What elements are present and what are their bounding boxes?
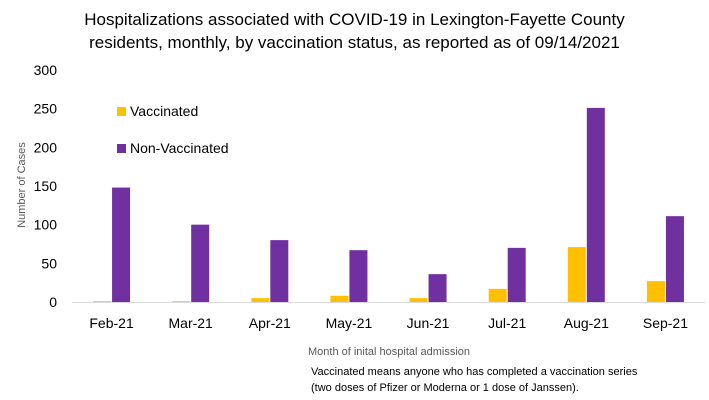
x-tick-label: Mar-21 <box>169 315 214 331</box>
legend-label: Vaccinated <box>130 103 198 119</box>
chart-title: Hospitalizations associated with COVID-1… <box>0 8 709 54</box>
footnote-line-2: (two doses of Pfizer or Moderna or 1 dos… <box>311 382 579 394</box>
chart-title-line-1: Hospitalizations associated with COVID-1… <box>84 10 625 29</box>
y-tick-label: 0 <box>49 294 57 310</box>
bar-vaccinated <box>567 247 586 302</box>
bar-vaccinated <box>330 295 349 302</box>
bar-non-vaccinated <box>428 274 447 302</box>
x-axis-title: Month of inital hospital admission <box>308 346 470 358</box>
bar-non-vaccinated <box>349 250 368 302</box>
bar-non-vaccinated <box>665 216 684 302</box>
footnote-line-1: Vaccinated means anyone who has complete… <box>311 366 638 378</box>
bar-non-vaccinated <box>507 247 526 302</box>
x-tick-label: Aug-21 <box>564 315 609 331</box>
bar-vaccinated <box>93 301 112 302</box>
y-tick-label: 50 <box>41 255 57 271</box>
bar-non-vaccinated <box>112 187 131 302</box>
chart-title-line-2: residents, monthly, by vaccination statu… <box>89 33 620 52</box>
legend-label: Non-Vaccinated <box>130 140 229 156</box>
bar-vaccinated <box>172 301 191 302</box>
x-tick-label: Sep-21 <box>643 315 688 331</box>
y-tick-label: 100 <box>34 217 58 233</box>
x-tick-label: Jul-21 <box>488 315 526 331</box>
bar-vaccinated <box>488 288 507 302</box>
y-axis-title: Number of Cases <box>16 142 28 228</box>
bar-non-vaccinated <box>191 224 210 302</box>
bar-vaccinated <box>251 298 270 302</box>
legend-swatch <box>117 107 126 116</box>
footnote: Vaccinated means anyone who has complete… <box>311 364 637 396</box>
bar-non-vaccinated <box>586 107 605 302</box>
y-tick-label: 150 <box>34 178 58 194</box>
bar-non-vaccinated <box>270 240 289 302</box>
y-tick-label: 200 <box>34 139 58 155</box>
x-tick-label: Feb-21 <box>89 315 134 331</box>
y-tick-label: 250 <box>34 101 58 117</box>
x-tick-label: Apr-21 <box>249 315 291 331</box>
legend: Vaccinated Non-Vaccinated <box>117 103 229 156</box>
bar-vaccinated <box>646 281 665 302</box>
x-tick-label: Jun-21 <box>407 315 450 331</box>
bar-vaccinated <box>409 298 428 302</box>
x-tick-label: May-21 <box>326 315 373 331</box>
bar-layer <box>93 107 684 302</box>
y-tick-label: 300 <box>34 62 58 78</box>
axis-layer: 0 50 100 150 200 250 300 Feb-21 Mar-21 Apr-21 May-… <box>34 62 705 331</box>
legend-swatch <box>117 144 126 153</box>
